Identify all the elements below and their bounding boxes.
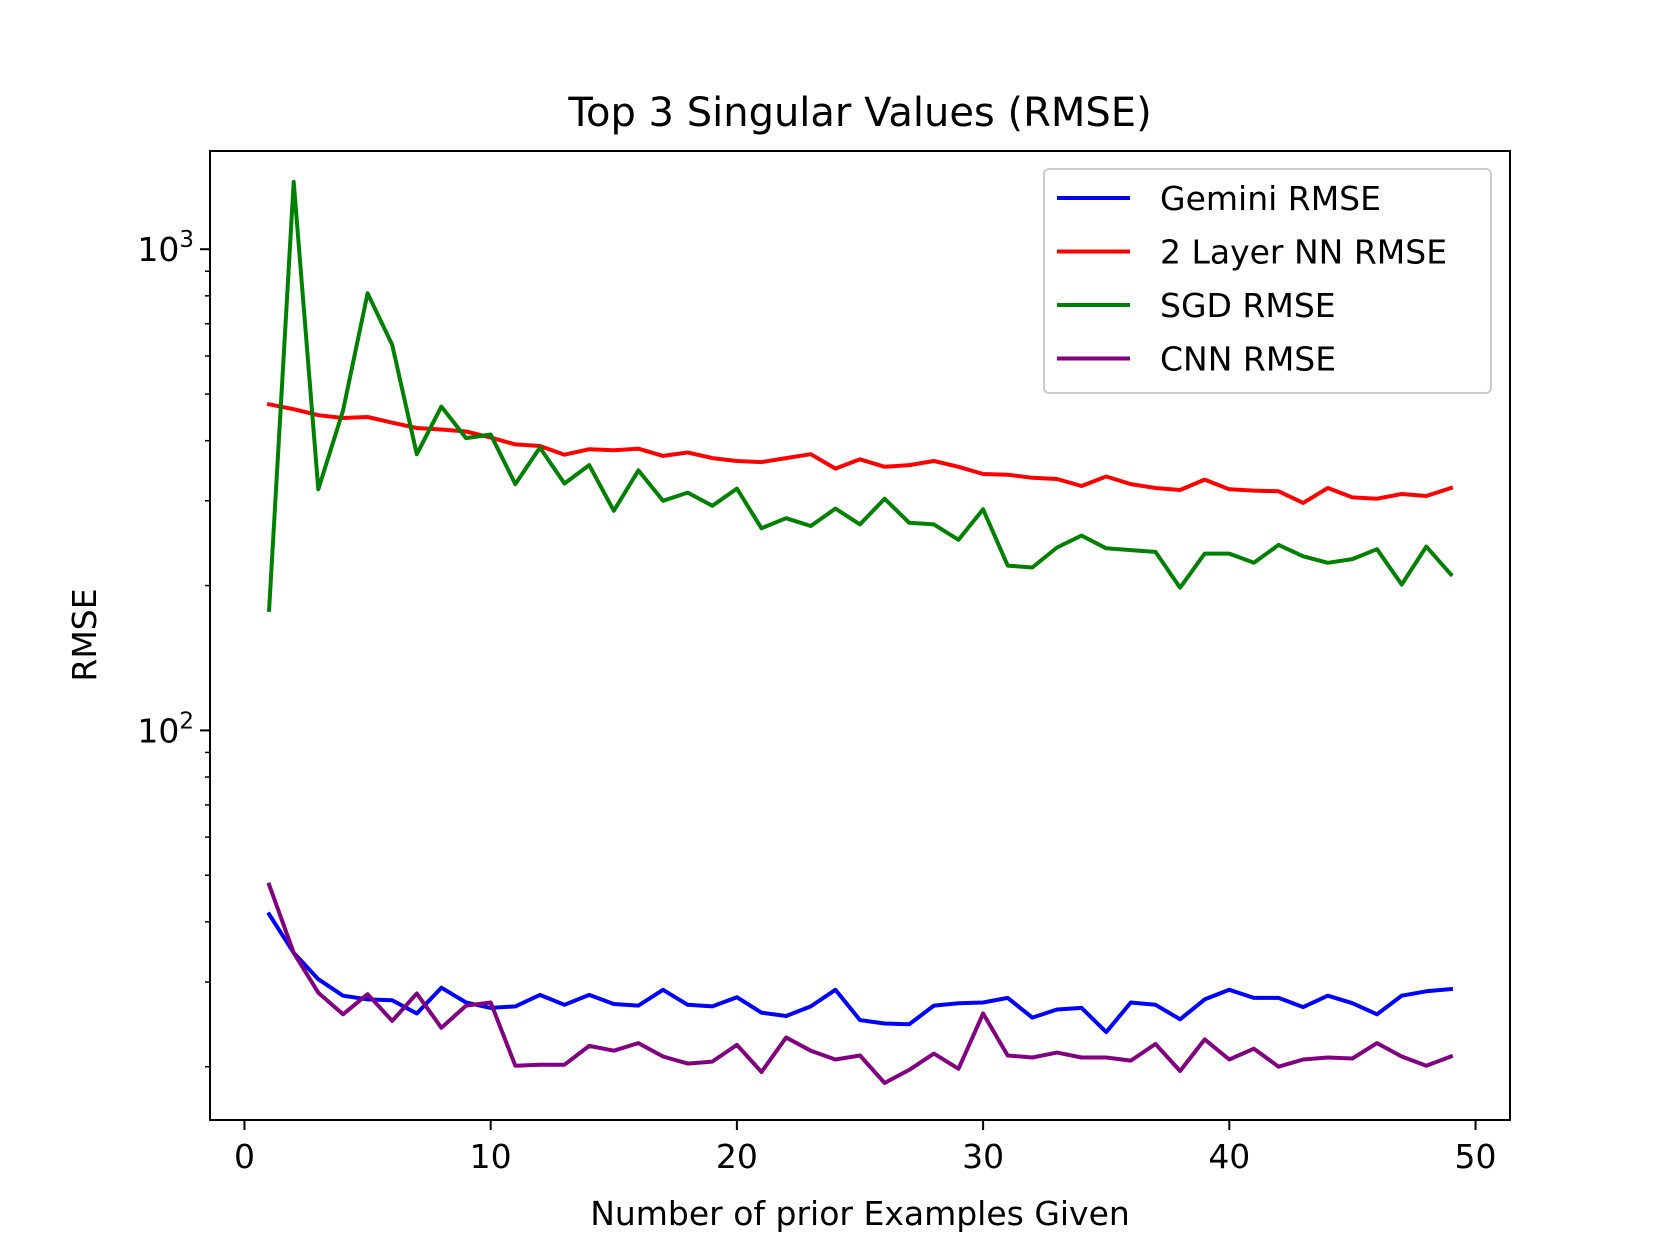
chart-title: Top 3 Singular Values (RMSE)	[567, 90, 1151, 136]
series-line-2-layer-nn-rmse	[266, 401, 1454, 505]
x-tick-label: 20	[716, 1137, 758, 1176]
series-line-gemini-rmse	[266, 911, 1454, 1035]
x-tick-label: 0	[234, 1137, 255, 1176]
x-tick-label: 40	[1208, 1137, 1250, 1176]
series-line-sgd-rmse	[266, 179, 1454, 613]
legend-label: 2 Layer NN RMSE	[1160, 233, 1447, 272]
series-line-cnn-rmse	[266, 882, 1454, 1085]
legend: Gemini RMSE 2 Layer NN RMSE SGD RMSE CNN RM…	[1043, 168, 1492, 394]
y-tick-label: 103	[137, 227, 194, 269]
x-axis-label: Number of prior Examples Given	[590, 1194, 1130, 1233]
y-tick-label: 102	[137, 708, 194, 750]
x-tick-label: 10	[470, 1137, 512, 1176]
y-axis-label: RMSE	[65, 588, 104, 681]
plot-frame	[209, 150, 1511, 1121]
legend-label: SGD RMSE	[1160, 286, 1336, 325]
legend-box	[1043, 168, 1492, 394]
legend-label: Gemini RMSE	[1160, 179, 1381, 218]
x-tick-label: 50	[1455, 1137, 1497, 1176]
x-tick-label: 30	[962, 1137, 1004, 1176]
legend-label: CNN RMSE	[1160, 340, 1336, 379]
